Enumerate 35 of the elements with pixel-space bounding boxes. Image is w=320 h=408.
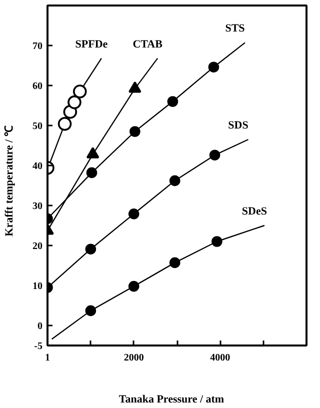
y-tick-label: 10	[32, 281, 42, 292]
series-label: STS	[225, 22, 245, 35]
y-tick-label: 70	[32, 41, 42, 52]
y-tick-label: 20	[32, 241, 42, 252]
y-axis-title: Krafft temperature / ℃	[4, 126, 16, 236]
x-tick-label: 4000	[210, 352, 230, 364]
point	[68, 95, 82, 110]
point	[86, 167, 98, 178]
y-tick-label: 50	[32, 121, 42, 132]
series-label: SPFDe	[75, 38, 108, 50]
point	[208, 62, 220, 72]
y-tick-label: 40	[32, 161, 42, 172]
point	[72, 84, 87, 98]
point	[167, 96, 178, 107]
y-tick-label: 30	[32, 201, 42, 212]
y-tick-label: 60	[32, 81, 42, 92]
point	[128, 208, 140, 220]
x-tick-label: 2000	[124, 352, 144, 364]
point	[212, 236, 222, 247]
y-tick-label: -5	[34, 341, 43, 352]
point	[209, 150, 220, 160]
point	[58, 117, 72, 131]
series-label: SDS	[228, 120, 248, 132]
point	[169, 175, 180, 186]
point	[128, 280, 140, 292]
x-axis-title: Tanaka Pressure / atm	[118, 394, 224, 406]
y-tick-label: 0	[38, 321, 42, 332]
series-label: SDeS	[242, 206, 267, 218]
point	[169, 257, 180, 268]
series-label: CTAB	[132, 38, 164, 50]
point	[130, 126, 140, 137]
point	[85, 244, 96, 254]
point	[85, 305, 96, 316]
line-series	[51, 224, 266, 340]
x-tick-label: 1	[45, 352, 50, 364]
